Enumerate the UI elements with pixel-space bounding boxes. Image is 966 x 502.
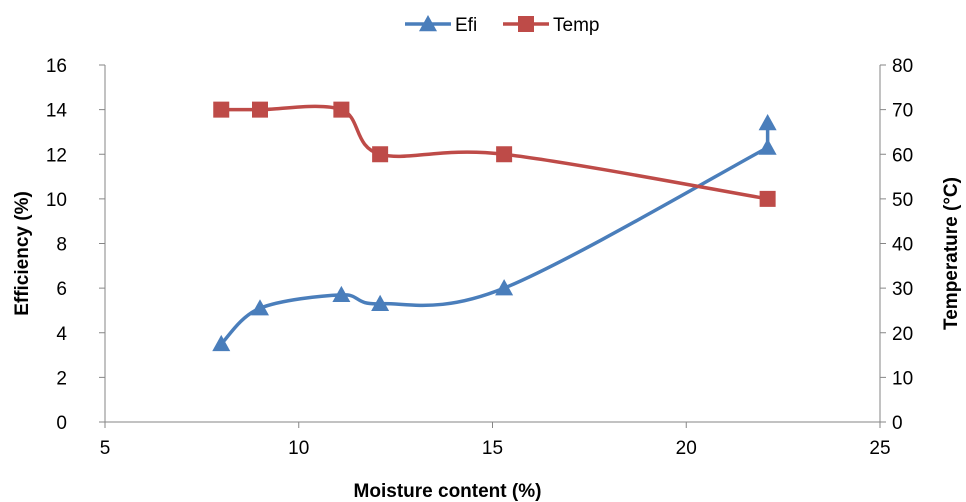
data-point-efi (371, 294, 390, 311)
y-axis-right-title: Temperature (°C) (941, 177, 962, 330)
y-right-tick-label: 20 (892, 324, 913, 345)
series-lines (219, 104, 770, 346)
x-tick-label: 5 (100, 438, 111, 459)
series-line-temp (221, 104, 768, 201)
data-point-efi (251, 299, 269, 316)
data-point-temp (213, 101, 230, 118)
y-left-tick-label: 16 (46, 56, 67, 77)
data-point-temp (759, 190, 776, 207)
y-right-tick-label: 30 (892, 279, 913, 300)
y-left-tick-label: 14 (46, 101, 68, 122)
y-left-tick-label: 10 (46, 190, 67, 211)
axes (99, 64, 886, 428)
series-markers (212, 101, 777, 352)
series-line-efi (219, 146, 769, 346)
y-right-tick-label: 50 (892, 190, 913, 211)
data-point-temp (372, 146, 389, 163)
x-tick-label: 15 (482, 438, 503, 459)
data-point-efi (212, 334, 231, 352)
data-point-efi (332, 285, 351, 303)
legend: Efi Temp (405, 15, 599, 36)
y-left-tick-label: 0 (56, 413, 67, 434)
x-tick-label: 10 (288, 438, 309, 459)
y-left-tick-label: 8 (56, 235, 67, 256)
y-right-tick-label: 0 (892, 413, 903, 434)
data-point-temp (252, 101, 268, 118)
x-tick-label: 25 (869, 438, 890, 459)
x-axis-title: Moisture content (%) (354, 481, 542, 502)
legend-marker-efi (419, 15, 437, 32)
data-point-efi (758, 138, 777, 155)
y-left-tick-label: 2 (56, 368, 67, 389)
x-tick-label: 20 (676, 438, 697, 459)
y-right-tick-label: 10 (892, 368, 913, 389)
data-point-temp (333, 101, 350, 118)
data-point-temp (496, 146, 513, 163)
legend-label-efi: Efi (455, 15, 477, 36)
y-axis-left-title: Efficiency (%) (12, 191, 33, 316)
y-right-tick-label: 40 (892, 235, 913, 256)
y-left-tick-label: 6 (56, 279, 67, 300)
y-right-tick-label: 70 (892, 101, 913, 122)
y-right-tick-label: 60 (892, 145, 913, 166)
legend-label-temp: Temp (553, 15, 599, 36)
legend-marker-temp (518, 16, 534, 32)
y-right-tick-label: 80 (892, 56, 913, 77)
data-point-efi (758, 114, 777, 131)
y-left-tick-label: 12 (46, 145, 67, 166)
data-point-efi (495, 279, 514, 296)
y-left-tick-label: 4 (56, 324, 67, 345)
